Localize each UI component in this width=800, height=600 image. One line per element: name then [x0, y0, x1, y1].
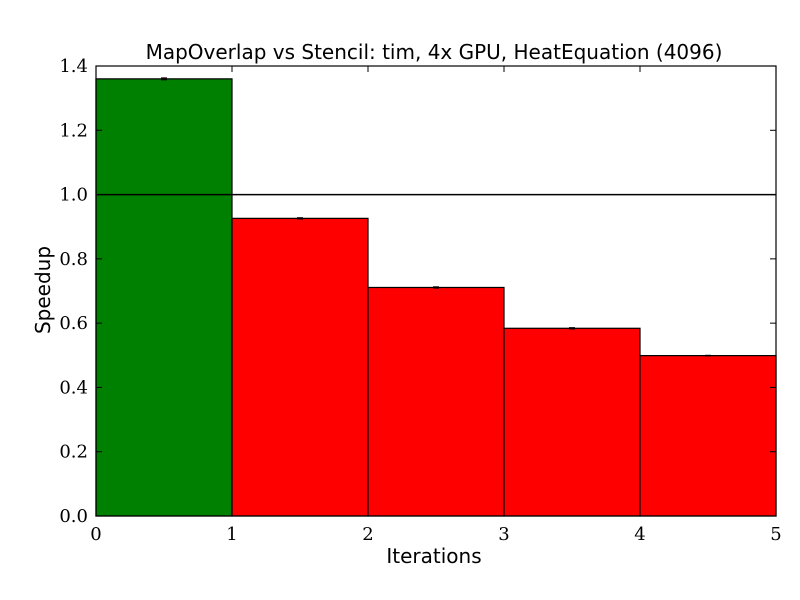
- error-bars-layer: [161, 77, 711, 357]
- x-tick-label-2: 2: [362, 524, 373, 545]
- y-tick-label-5: 1.0: [59, 185, 88, 206]
- y-tick-label-6: 1.2: [59, 120, 88, 141]
- y-axis-label: Speedup: [31, 246, 55, 334]
- y-tick-label-7: 1.4: [59, 56, 88, 77]
- bars-layer: [95, 78, 777, 517]
- y-tick-label-1: 0.2: [59, 442, 88, 463]
- x-tick-label-1: 1: [226, 524, 237, 545]
- ticks-layer: 0 1 2 3 4 5 0.0 0.2 0.4 0.6 0.8 1.0 1.2 1.4: [59, 56, 781, 545]
- bar-0: [95, 78, 233, 517]
- bar-2: [367, 286, 505, 517]
- y-tick-label-0: 0.0: [59, 506, 88, 527]
- x-axis-label: Iterations: [386, 544, 481, 568]
- bar-3: [503, 327, 641, 517]
- x-tick-label-0: 0: [90, 524, 101, 545]
- x-tick-label-4: 4: [634, 524, 645, 545]
- y-tick-label-3: 0.6: [59, 313, 88, 334]
- chart-title: MapOverlap vs Stencil: tim, 4x GPU, Heat…: [146, 40, 723, 64]
- y-tick-label-4: 0.8: [59, 249, 88, 270]
- x-tick-label-5: 5: [770, 524, 781, 545]
- x-tick-label-3: 3: [498, 524, 509, 545]
- plot-frame: [95, 65, 777, 517]
- bar-4: [639, 355, 777, 517]
- bar-1: [231, 217, 369, 517]
- y-tick-label-2: 0.4: [59, 377, 88, 398]
